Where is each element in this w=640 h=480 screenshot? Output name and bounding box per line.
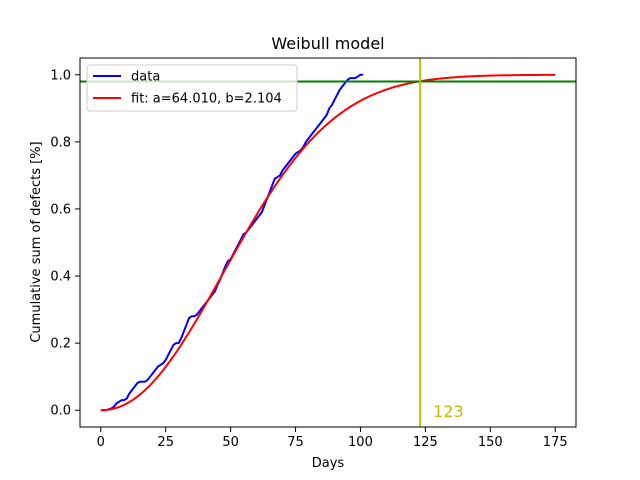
annotations: 123 (433, 402, 464, 421)
plot-area: 123 (80, 58, 576, 427)
x-axis-ticks: 0 25 50 75 100 125 150 175 (97, 427, 568, 450)
y-tick-label: 0.0 (50, 404, 71, 419)
y-axis-ticks: 0.0 0.2 0.4 0.6 0.8 1.0 (50, 68, 80, 419)
x-tick-label: 150 (478, 435, 503, 450)
plot-background (80, 58, 576, 427)
y-tick-label: 0.2 (50, 337, 71, 352)
x-tick-label: 50 (222, 435, 239, 450)
x-tick-label: 175 (543, 435, 568, 450)
x-axis-label: Days (312, 456, 345, 471)
y-tick-label: 0.4 (50, 270, 71, 285)
legend-label-fit: fit: a=64.010, b=2.104 (131, 92, 282, 107)
legend: data fit: a=64.010, b=2.104 (86, 64, 298, 112)
series-layer (100, 73, 556, 412)
y-tick-label: 0.6 (50, 202, 71, 217)
x-tick-label: 75 (287, 435, 304, 450)
chart-title: Weibull model (271, 34, 384, 53)
legend-box (86, 64, 298, 112)
x-tick-label: 0 (97, 435, 105, 450)
x-tick-label: 125 (413, 435, 438, 450)
y-axis-label: Cumulative sum of defects [%] (29, 141, 44, 342)
crossing-day-annotation: 123 (433, 402, 464, 421)
plot-frame (79, 57, 577, 428)
y-tick-label: 0.8 (50, 135, 71, 150)
legend-label-data: data (131, 70, 160, 85)
x-tick-label: 25 (157, 435, 174, 450)
x-tick-label: 100 (348, 435, 373, 450)
series-line-fit (100, 73, 556, 412)
y-tick-label: 1.0 (50, 68, 71, 83)
